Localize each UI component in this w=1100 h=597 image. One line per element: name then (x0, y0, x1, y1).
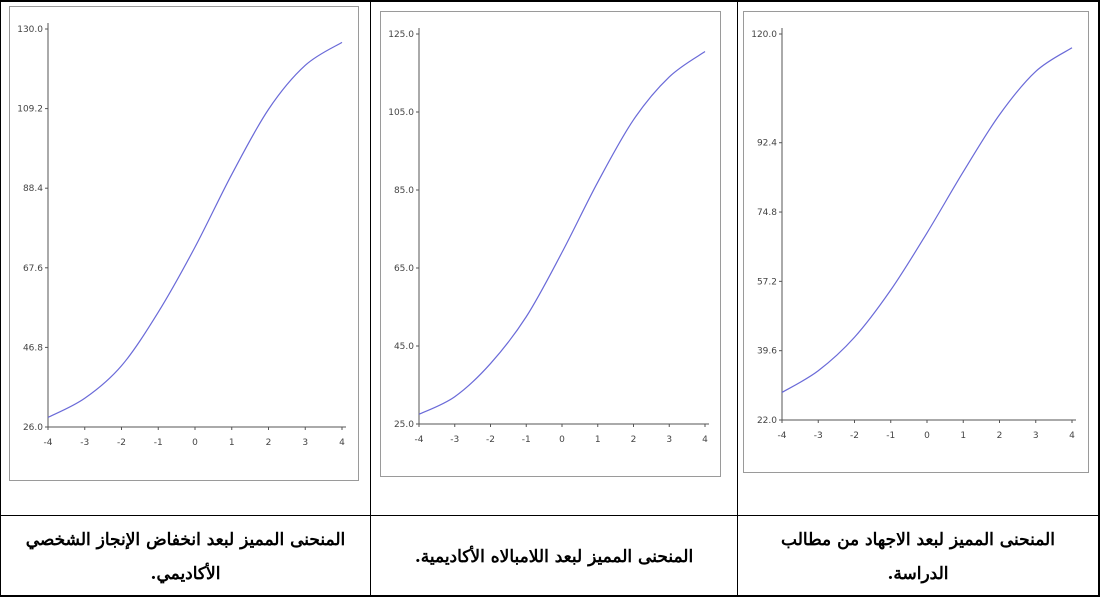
chart-3-x-tick-label: 4 (1069, 431, 1075, 441)
table-border-middle (0, 515, 1100, 516)
chart-3-series-line-1 (781, 47, 1073, 393)
chart-3-x-tick-label: 2 (997, 431, 1003, 441)
chart-1-x-tick-label: 3 (302, 438, 308, 448)
table-border-col1 (370, 0, 371, 597)
chart-2-svg: 25.0 45.0 65.0 85.0 105.0 125.0 -4 -3 -2 -1 0 1 2 3 4 (388, 28, 709, 445)
caption-2: المنحنى المميز لبعد اللامبالاه الأكاديمي… (371, 516, 737, 597)
table-border-right (1098, 0, 1100, 597)
chart-2-y-tick-label: 25.0 (394, 420, 414, 430)
chart-3-y-tick-label: 120.0 (751, 30, 777, 40)
chart-2-y-tick-label: 125.0 (388, 30, 414, 40)
caption-3-text: المنحنى المميز لبعد الاجهاد من مطالب الد… (781, 529, 1055, 584)
chart-3-x-tick-label: -4 (778, 431, 787, 441)
chart-1-y-tick-label: 46.8 (23, 343, 43, 353)
caption-1-text: المنحنى المميز لبعد انخفاض الإنجاز الشخص… (25, 529, 346, 584)
chart-panel-1: 26.0 46.8 67.6 88.4 109.2 130.0 -4 -3 -2 -1 0 1 2 3 4 (9, 6, 359, 481)
chart-1-x-tick-label: 4 (339, 438, 345, 448)
chart-2-x-tick-label: 3 (666, 435, 672, 445)
chart-2-y-tick-label: 65.0 (394, 264, 414, 274)
chart-3-y-tick-label: 57.2 (757, 277, 777, 287)
chart-1-x-tick-label: -2 (117, 438, 126, 448)
caption-2-text: المنحنى المميز لبعد اللامبالاه الأكاديمي… (414, 546, 694, 567)
chart-1-x-tick-label: 2 (266, 438, 272, 448)
chart-2-y-tick-label: 105.0 (388, 108, 414, 118)
table-border-left (0, 0, 1, 597)
caption-1: المنحنى المميز لبعد انخفاض الإنجاز الشخص… (1, 516, 370, 597)
chart-3-y-tick-label: 22.0 (757, 416, 777, 426)
chart-1-series-line-1 (47, 41, 343, 418)
chart-3-y-tick-label: 74.8 (757, 208, 777, 218)
chart-3-svg: 22.0 39.6 57.2 74.8 92.4 120.0 -4 -3 -2 -1 0 1 2 3 4 (751, 28, 1076, 441)
chart-1-x-tick-label: -4 (44, 438, 53, 448)
chart-1-svg: 26.0 46.8 67.6 88.4 109.2 130.0 -4 -3 -2 -1 0 1 2 3 4 (17, 23, 346, 448)
chart-1-y-tick-label: 67.6 (23, 264, 43, 274)
chart-2-x-tick-label: 2 (631, 435, 637, 445)
chart-1-y-tick-label: 130.0 (17, 25, 43, 35)
chart-2-x-tick-label: -3 (450, 435, 459, 445)
chart-panel-3: 22.0 39.6 57.2 74.8 92.4 120.0 -4 -3 -2 -1 0 1 2 3 4 (743, 11, 1089, 473)
chart-2-x-tick-label: 4 (702, 435, 708, 445)
chart-3-x-tick-label: 3 (1033, 431, 1039, 441)
chart-2-y-tick-label: 85.0 (394, 186, 414, 196)
table-border-top (0, 0, 1100, 2)
chart-1-x-tick-label: -3 (80, 438, 89, 448)
chart-2-x-tick-label: -2 (486, 435, 495, 445)
chart-3-y-tick-label: 39.6 (757, 347, 777, 357)
chart-2-series-line-1 (418, 51, 706, 415)
table-border-bottom (0, 595, 1100, 597)
chart-3-y-tick-label: 92.4 (757, 139, 777, 149)
chart-3-x-tick-label: 0 (924, 431, 930, 441)
chart-3-x-tick-label: -2 (850, 431, 859, 441)
chart-3-x-tick-label: 1 (960, 431, 966, 441)
chart-1-x-tick-label: -1 (154, 438, 163, 448)
chart-1-y-tick-label: 26.0 (23, 423, 43, 433)
chart-2-x-tick-label: 0 (559, 435, 565, 445)
chart-1-y-tick-label: 88.4 (23, 184, 43, 194)
chart-1-y-tick-label: 109.2 (17, 105, 43, 115)
chart-2-y-tick-label: 45.0 (394, 342, 414, 352)
chart-1-x-tick-label: 0 (192, 438, 198, 448)
chart-panel-2: 25.0 45.0 65.0 85.0 105.0 125.0 -4 -3 -2 -1 0 1 2 3 4 (380, 11, 721, 477)
chart-2-x-tick-label: 1 (595, 435, 601, 445)
chart-1-x-tick-label: 1 (229, 438, 235, 448)
table-border-col2 (737, 0, 738, 597)
chart-2-x-tick-label: -1 (522, 435, 531, 445)
chart-3-x-tick-label: -1 (886, 431, 895, 441)
caption-3: المنحنى المميز لبعد الاجهاد من مطالب الد… (738, 516, 1098, 597)
chart-2-x-tick-label: -4 (415, 435, 424, 445)
chart-3-x-tick-label: -3 (814, 431, 823, 441)
